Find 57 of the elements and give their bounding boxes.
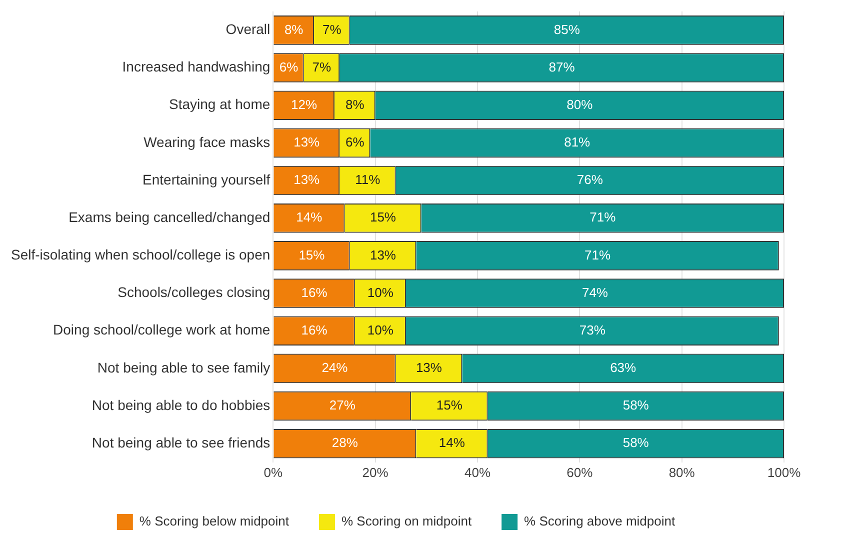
data-label: 7% bbox=[322, 22, 342, 37]
data-label: 27% bbox=[329, 398, 356, 413]
data-label: 8% bbox=[284, 22, 304, 37]
data-label: 24% bbox=[322, 360, 348, 376]
data-label: 13% bbox=[294, 172, 320, 188]
x-tick-label: 40% bbox=[464, 464, 491, 480]
data-label: 63% bbox=[610, 360, 637, 376]
data-label: 71% bbox=[584, 247, 611, 262]
x-tick-label: 60% bbox=[566, 464, 594, 480]
data-label: 14% bbox=[438, 435, 466, 450]
legend-label: % Scoring on midpoint bbox=[341, 514, 472, 529]
data-label: 81% bbox=[564, 134, 591, 150]
data-label: 15% bbox=[298, 247, 326, 262]
data-label: 87% bbox=[548, 59, 576, 74]
data-label: 13% bbox=[416, 360, 442, 376]
x-tick-label: 100% bbox=[767, 464, 802, 480]
data-label: 85% bbox=[554, 22, 580, 37]
y-tick-label: Not being able to do hobbies bbox=[92, 396, 270, 413]
x-tick-label: 20% bbox=[362, 464, 389, 480]
x-tick-label: 0% bbox=[264, 464, 283, 480]
data-label: 12% bbox=[291, 96, 318, 112]
legend-label: % Scoring above midpoint bbox=[524, 514, 676, 529]
data-label: 58% bbox=[622, 435, 650, 450]
x-tick-label: 80% bbox=[668, 464, 696, 480]
data-label: 15% bbox=[436, 398, 463, 413]
y-tick-label: Wearing face masks bbox=[144, 134, 270, 150]
data-label: 58% bbox=[622, 398, 650, 413]
y-tick-label: Exams being cancelled/changed bbox=[68, 208, 270, 225]
data-label: 7% bbox=[312, 59, 332, 74]
data-label: 73% bbox=[579, 322, 606, 338]
data-label: 13% bbox=[294, 134, 320, 150]
y-tick-label: Self-isolating when school/college is open bbox=[10, 246, 270, 263]
data-label: 6% bbox=[279, 59, 299, 74]
data-label: 15% bbox=[370, 210, 396, 225]
data-label: 10% bbox=[367, 322, 394, 338]
data-label: 76% bbox=[576, 172, 604, 188]
data-label: 6% bbox=[345, 134, 365, 150]
data-label: 16% bbox=[301, 322, 328, 338]
data-label: 16% bbox=[301, 284, 328, 300]
y-tick-label: Not being able to see friends bbox=[92, 434, 270, 450]
y-tick-label: Increased handwashing bbox=[122, 58, 270, 75]
y-tick-label: Not being able to see family bbox=[97, 359, 270, 376]
y-tick-label: Overall bbox=[226, 21, 270, 38]
data-label: 13% bbox=[370, 247, 396, 262]
data-label: 8% bbox=[345, 96, 365, 112]
data-label: 74% bbox=[582, 284, 608, 300]
y-tick-label: Staying at home bbox=[168, 96, 270, 112]
legend-label: % Scoring below midpoint bbox=[139, 514, 290, 529]
y-tick-label: Entertaining yourself bbox=[142, 171, 270, 188]
data-label: 10% bbox=[367, 284, 394, 300]
data-label: 28% bbox=[332, 435, 358, 450]
data-label: 11% bbox=[355, 172, 381, 188]
data-label: 80% bbox=[566, 96, 594, 112]
y-tick-label: Doing school/college work at home bbox=[53, 322, 270, 338]
data-label: 71% bbox=[590, 210, 616, 225]
data-label: 14% bbox=[296, 210, 323, 225]
y-tick-label: Schools/colleges closing bbox=[118, 284, 270, 300]
